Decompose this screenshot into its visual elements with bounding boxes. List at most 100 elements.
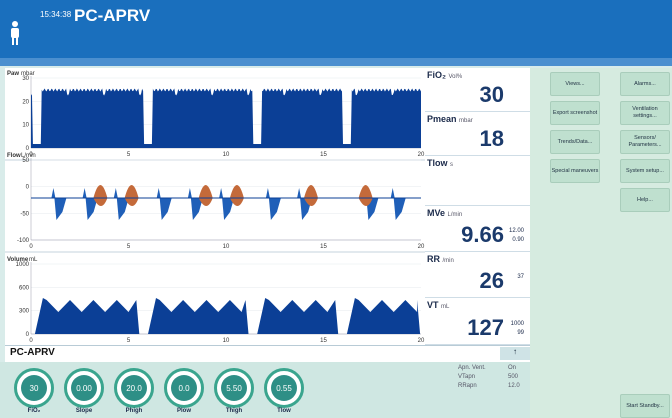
knob-value: 0.55 [271, 375, 297, 401]
value-label: RR /min [427, 254, 454, 264]
value-name: RR [427, 254, 440, 264]
button[interactable]: System setup... [620, 159, 670, 183]
flow-spike [265, 188, 270, 198]
x-tick-label: 5 [127, 152, 131, 158]
flow-hump [93, 185, 108, 206]
button[interactable]: Help... [620, 188, 670, 212]
value-name: FiO₂ [427, 70, 446, 80]
x-tick-label: 10 [223, 244, 230, 250]
flow-spike [297, 188, 302, 198]
value-unit: Vol% [448, 74, 463, 80]
value-cell: RR /min 26 37 [425, 252, 530, 298]
flow-spike [113, 188, 118, 198]
knob[interactable]: 0.00 [64, 368, 104, 408]
knob[interactable]: 0.55 [264, 368, 304, 408]
y-tick-label: 1000 [16, 262, 30, 268]
flow-hump [229, 185, 244, 206]
flow-hump [124, 185, 139, 206]
value-cell: Tlow s [425, 156, 530, 206]
volume-wave [31, 298, 421, 334]
flow-spike [156, 188, 161, 198]
value-cell: MVe L/min 9.66 12.00 0.90 [425, 206, 530, 252]
y-tick-label: 0 [26, 332, 30, 338]
y-tick-label: 0 [26, 185, 30, 191]
value-name: MVe [427, 208, 446, 218]
button[interactable]: Trends/Data... [550, 130, 600, 154]
knob[interactable]: 30 [14, 368, 54, 408]
button[interactable]: Special maneuvers [550, 159, 600, 183]
y-tick-label: -50 [20, 211, 29, 217]
apnea-value: 12.0 [508, 383, 520, 389]
value-number: 9.66 [461, 222, 504, 247]
flow-spike [390, 188, 395, 198]
paw-wave [31, 88, 421, 148]
mode-bar [5, 345, 530, 362]
value-number: 30 [479, 82, 504, 107]
value-label: Pmean mbar [427, 114, 473, 124]
value-name: VT [427, 300, 439, 310]
limit: 99 [517, 330, 524, 336]
value-unit: /min [442, 258, 454, 264]
mode-label: PC-APRV [10, 347, 55, 358]
value-cell: Pmean mbar 18 [425, 112, 530, 156]
value-unit: L/min [447, 212, 463, 218]
wave-label: Flow [7, 153, 21, 159]
limit: 37 [517, 274, 524, 280]
knob-value: 20.0 [121, 375, 147, 401]
button[interactable]: Alarms... [620, 72, 670, 96]
status-strip [0, 58, 672, 66]
expand-button[interactable]: ↑ [500, 347, 530, 360]
flow-spike [190, 198, 203, 220]
apnea-value: 500 [508, 374, 519, 380]
knob-value: 0.0 [171, 375, 197, 401]
mode-title: PC-APRV [74, 6, 151, 25]
button[interactable]: Ventilation settings... [620, 101, 670, 125]
knob[interactable]: 5.50 [214, 368, 254, 408]
wave-label: Paw [7, 71, 19, 77]
limit: 0.90 [512, 237, 524, 243]
flow-spike [82, 188, 87, 198]
values-panel: FiO₂ Vol% 30 Pmean mbar 18 Tlow s MVe L/min 9.… [425, 68, 530, 345]
button[interactable]: Views... [550, 72, 600, 96]
value-label: FiO₂ Vol% [427, 70, 462, 80]
x-tick-label: 5 [127, 338, 131, 344]
button[interactable]: Export screenshot [550, 101, 600, 125]
apnea-label: RRapn [458, 383, 477, 389]
knob[interactable]: 20.0 [114, 368, 154, 408]
button-panel: Views... Export screenshot Trends/Data... S… [530, 68, 672, 418]
button[interactable]: Start Standby... [620, 394, 670, 418]
x-tick-label: 0 [29, 152, 33, 158]
knob-label: Slope [75, 408, 93, 414]
flow-hump [358, 185, 373, 206]
wave-unit: mL [29, 257, 38, 263]
x-tick-label: 15 [320, 338, 327, 344]
x-tick-label: 15 [320, 152, 327, 158]
limit: 1000 [510, 321, 524, 327]
y-tick-label: 50 [22, 158, 29, 164]
x-tick-label: 10 [223, 338, 230, 344]
x-tick-label: 20 [418, 244, 425, 250]
knob-panel: 30 FiO₂ 0.00 Slope 20.0 Phigh 0.0 Plow 5.50 Thigh… [0, 362, 530, 418]
value-number: 26 [479, 268, 504, 293]
x-tick-label: 10 [223, 152, 230, 158]
knob-value: 0.00 [71, 375, 97, 401]
flow-spike [51, 188, 56, 198]
value-name: Tlow [427, 158, 448, 168]
knob[interactable]: 0.0 [164, 368, 204, 408]
flow-spike [187, 188, 192, 198]
value-number: 18 [479, 126, 504, 151]
flow-spike [116, 198, 129, 220]
patient-icon [11, 21, 19, 45]
apnea-value: On [508, 365, 517, 371]
button[interactable]: Sensors/ Parameters... [620, 130, 670, 154]
wave-label: Volume [7, 257, 29, 263]
wave-unit: mbar [21, 71, 35, 77]
wave-unit: L/min [21, 153, 36, 159]
x-tick-label: 20 [418, 152, 425, 158]
value-label: Tlow s [427, 158, 453, 168]
knob-label: Plow [176, 408, 191, 414]
knob-label: Thigh [225, 408, 243, 414]
value-label: VT mL [427, 300, 449, 310]
limit: 12.00 [508, 228, 524, 234]
value-label: MVe L/min [427, 208, 462, 218]
